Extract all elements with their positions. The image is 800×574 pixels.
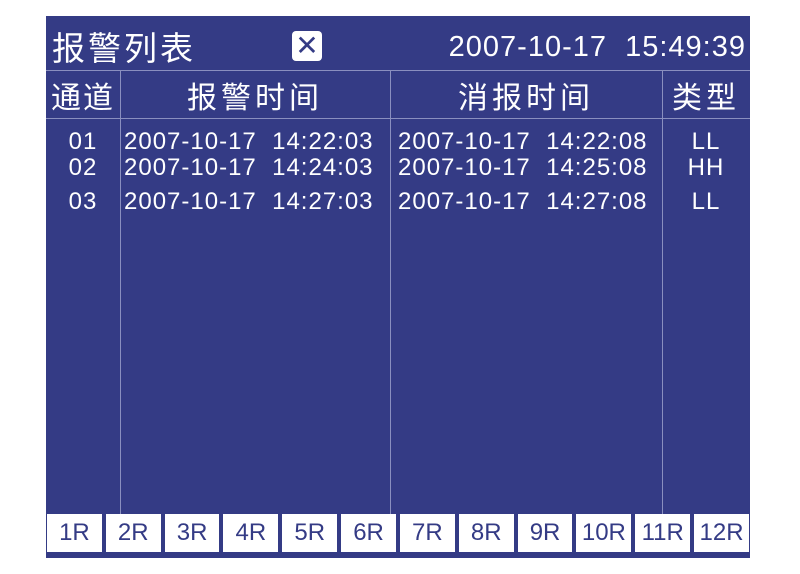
close-button[interactable]: ✕ <box>292 31 322 61</box>
cell-alarm-time: 2007-10-17 14:27:03 <box>124 188 374 215</box>
cell-channel: 03 <box>68 188 98 215</box>
page-title: 报警列表 <box>52 30 196 67</box>
divider <box>662 70 663 514</box>
divider <box>46 118 750 119</box>
channel-button-5r[interactable]: 5R <box>282 514 338 552</box>
cell-alarm-time: 2007-10-17 14:22:03 <box>124 128 374 155</box>
cell-alarm-time: 2007-10-17 14:24:03 <box>124 154 374 181</box>
column-header-channel: 通道 <box>51 82 115 115</box>
cell-type: HH <box>687 154 725 181</box>
cell-channel: 02 <box>68 154 98 181</box>
cell-clear-time: 2007-10-17 14:25:08 <box>398 154 648 181</box>
cell-type: LL <box>691 128 721 155</box>
cell-clear-time: 2007-10-17 14:27:08 <box>398 188 648 215</box>
cell-channel: 01 <box>68 128 98 155</box>
channel-button-2r[interactable]: 2R <box>105 514 161 552</box>
cell-type: LL <box>691 188 721 215</box>
close-x-icon: ✕ <box>295 30 319 61</box>
channel-button-12r[interactable]: 12R <box>694 514 749 552</box>
channel-button-1r[interactable]: 1R <box>47 514 102 552</box>
column-header-clear-time: 消报时间 <box>458 82 594 115</box>
channel-button-10r[interactable]: 10R <box>576 514 632 552</box>
channel-button-bar: 1R 2R 3R 4R 5R 6R 7R 8R 9R 10R 11R 12R <box>46 514 750 552</box>
column-header-alarm-time: 报警时间 <box>187 82 323 115</box>
channel-button-4r[interactable]: 4R <box>223 514 279 552</box>
cell-clear-time: 2007-10-17 14:22:08 <box>398 128 648 155</box>
channel-button-7r[interactable]: 7R <box>399 514 455 552</box>
channel-button-6r[interactable]: 6R <box>341 514 396 552</box>
divider <box>46 70 750 71</box>
datetime: 2007-10-17 15:49:39 <box>448 31 746 63</box>
column-header-type: 类型 <box>672 82 740 115</box>
divider <box>390 70 391 514</box>
channel-button-3r[interactable]: 3R <box>164 514 220 552</box>
channel-button-11r[interactable]: 11R <box>635 514 691 552</box>
channel-button-9r[interactable]: 9R <box>517 514 573 552</box>
divider <box>120 70 121 514</box>
channel-button-8r[interactable]: 8R <box>458 514 514 552</box>
alarm-list-panel: 报警列表 ✕ 2007-10-17 15:49:39 通道 报警时间 消报时间 … <box>46 16 750 558</box>
